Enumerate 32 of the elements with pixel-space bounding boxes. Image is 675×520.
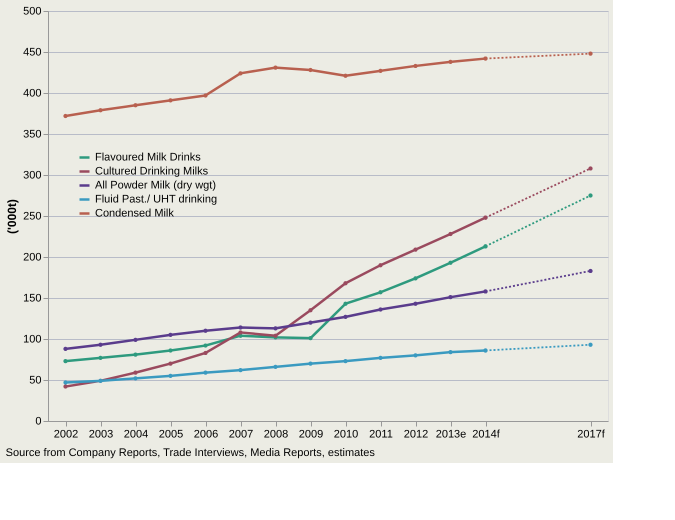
y-tick-label: 500 — [23, 6, 42, 18]
legend-label: Fluid Past./ UHT drinking — [95, 194, 218, 206]
y-tick-label: 150 — [23, 292, 42, 304]
x-tick-label: 2009 — [298, 428, 324, 440]
y-tick-label: 100 — [23, 334, 42, 346]
x-tick-label: 2014f — [472, 428, 501, 440]
x-tick-label: 2005 — [158, 428, 184, 440]
x-tick-label: 2003 — [88, 428, 114, 440]
x-tick-label: 2010 — [334, 428, 358, 440]
y-tick-label: 450 — [23, 46, 42, 58]
x-tick-label: 2002 — [54, 428, 78, 440]
y-tick-label: 350 — [23, 128, 42, 140]
x-tick-label: 2004 — [124, 428, 148, 440]
y-tick-label: 400 — [23, 88, 42, 100]
y-axis-title: ('000t) — [5, 199, 20, 234]
x-tick-label: 2013e — [436, 428, 466, 440]
y-tick-label: 0 — [35, 416, 42, 428]
x-tick-label: 2008 — [264, 428, 288, 440]
x-tick-label: 2012 — [404, 428, 428, 440]
y-tick-label: 250 — [23, 210, 42, 222]
x-tick-label: 2011 — [369, 428, 393, 440]
x-tick-label: 2006 — [194, 428, 218, 440]
legend-label: All Powder Milk (dry wgt) — [95, 180, 216, 192]
x-tick-label: 2007 — [228, 428, 254, 440]
source-note: Source from Company Reports, Trade Interviews, Media Reports, estimates — [6, 447, 376, 459]
y-tick-label: 300 — [23, 170, 42, 182]
legend-label: Condensed Milk — [95, 208, 174, 220]
x-tick-label: 2017f — [577, 428, 606, 440]
legend-label: Flavoured Milk Drinks — [95, 152, 202, 164]
legend-label: Cultured Drinking Milks — [95, 166, 209, 178]
y-tick-label: 50 — [29, 374, 42, 386]
y-tick-label: 200 — [23, 252, 42, 264]
